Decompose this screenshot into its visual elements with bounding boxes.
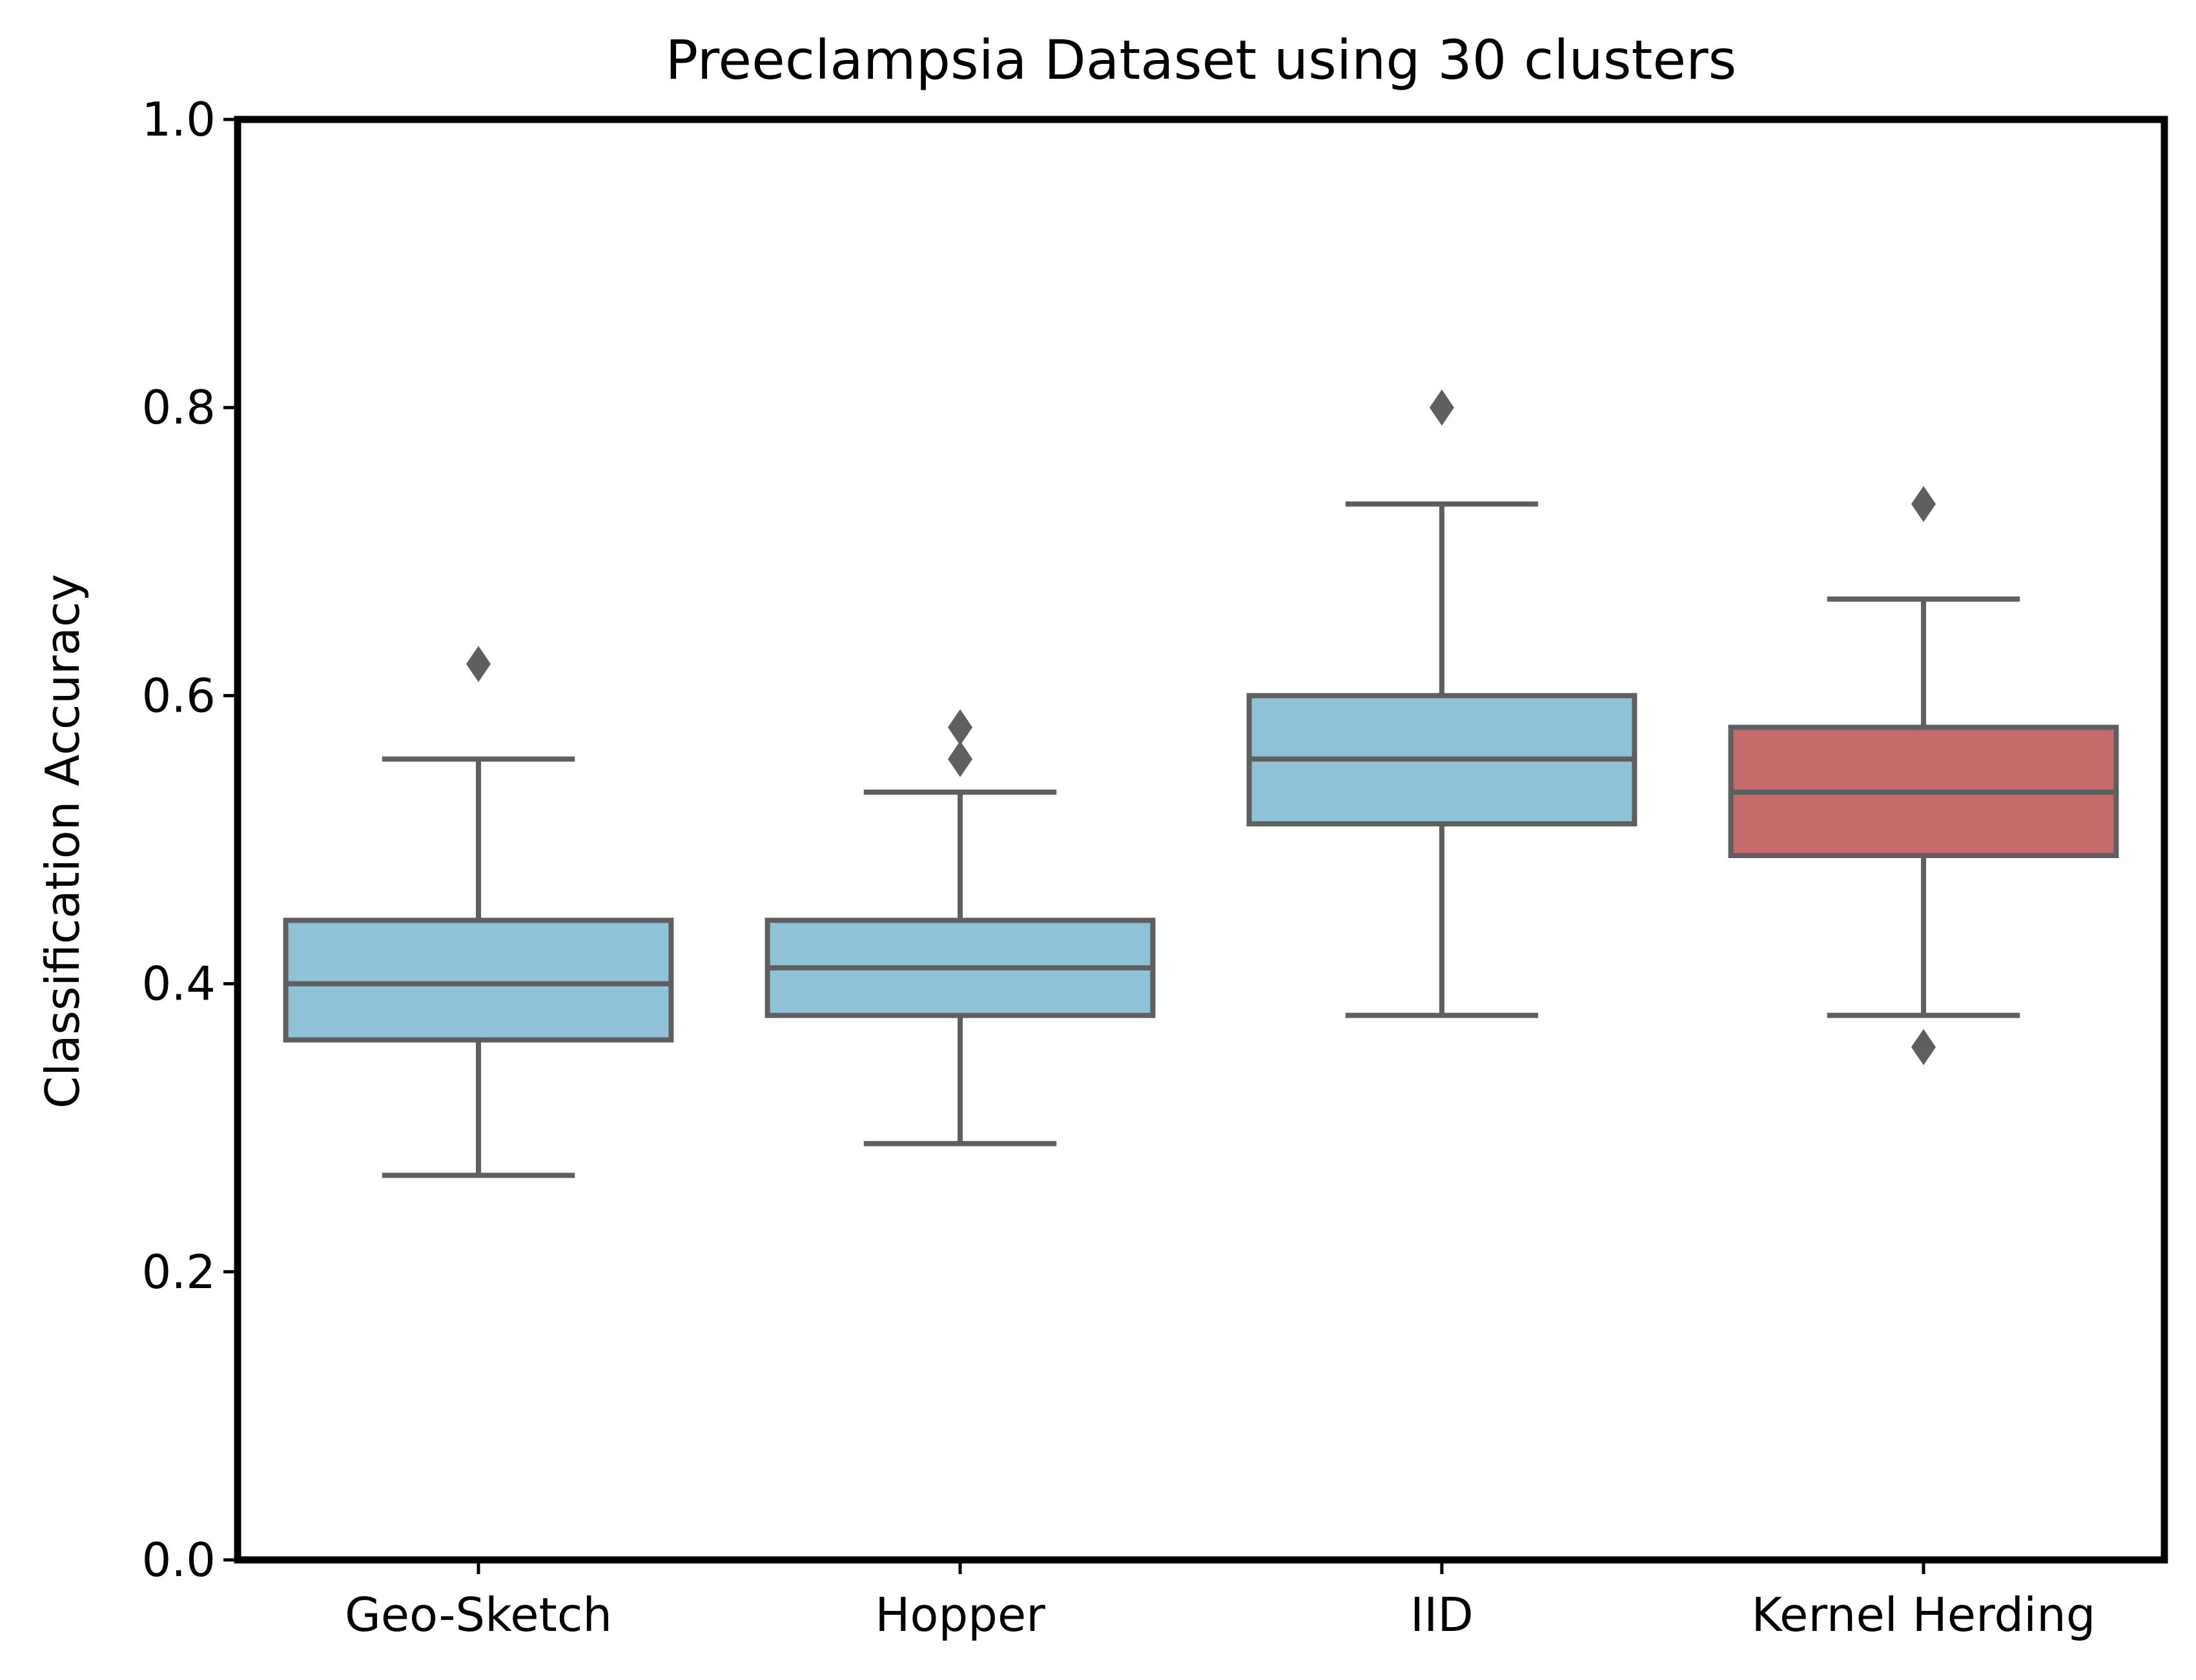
y-tick-label: 0.8 [141, 380, 216, 435]
y-tick-label: 0.6 [141, 668, 216, 722]
x-axis-ticks: Geo-Sketch Hopper IID Kernel Herding [345, 1560, 2095, 1642]
box-2 [1246, 389, 1637, 1018]
plot-area [283, 389, 2119, 1178]
outlier-point [1430, 389, 1454, 426]
y-axis-ticks: 0.0 0.2 0.4 0.6 0.8 1.0 [141, 92, 238, 1587]
outlier-point [1911, 486, 1936, 522]
y-axis-label: Classification Accuracy [36, 574, 90, 1109]
box-0 [283, 646, 674, 1178]
y-tick-label: 0.2 [141, 1245, 216, 1299]
x-tick-label: Hopper [875, 1588, 1045, 1642]
y-tick-label: 1.0 [141, 92, 216, 147]
y-tick-label: 0.4 [141, 957, 216, 1011]
y-tick-label: 0.0 [141, 1533, 216, 1587]
outlier-point [1911, 1029, 1936, 1065]
plot-frame [234, 116, 2168, 1564]
box-3 [1728, 486, 2119, 1065]
iqr-box [283, 917, 674, 1043]
x-tick-label: Geo-Sketch [345, 1588, 612, 1642]
chart-title: Preeclampsia Dataset using 30 clusters [666, 28, 1737, 92]
box-1 [764, 709, 1156, 1147]
outlier-point [948, 709, 972, 746]
x-tick-label: Kernel Herding [1752, 1588, 2096, 1642]
outlier-point [948, 741, 972, 777]
outlier-point [466, 646, 491, 682]
x-tick-label: IID [1410, 1588, 1473, 1642]
